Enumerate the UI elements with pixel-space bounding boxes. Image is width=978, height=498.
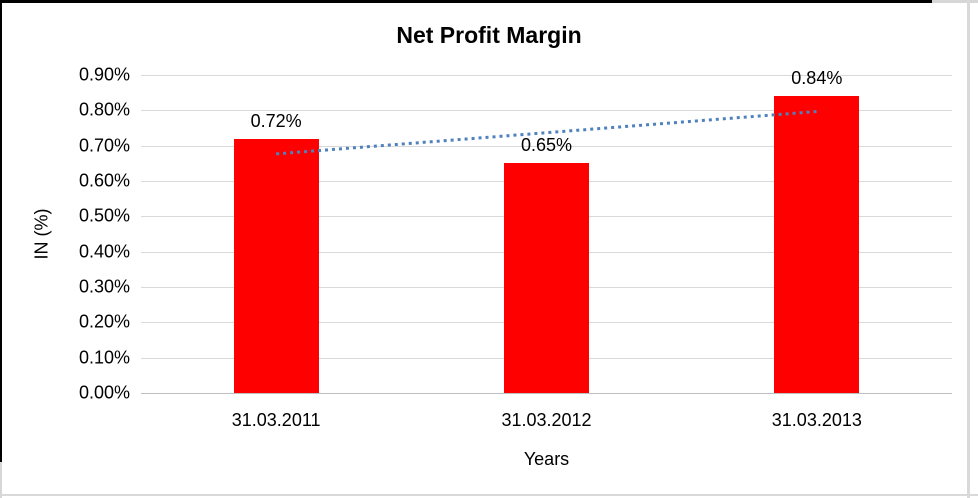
y-tick-label: 0.10% <box>78 347 130 368</box>
y-tick-label: 0.60% <box>78 170 130 191</box>
bar-value-label: 0.84% <box>791 68 843 89</box>
bar-31.03.2013 <box>774 96 860 393</box>
y-tick-label: 0.20% <box>78 311 130 332</box>
x-axis-title: Years <box>523 449 570 469</box>
frame-border-bottom <box>0 494 978 496</box>
y-tick-label: 0.30% <box>78 276 130 297</box>
y-tick-label: 0.80% <box>78 99 130 120</box>
y-tick-label: 0.00% <box>78 382 130 403</box>
x-tick-label: 31.03.2012 <box>501 410 592 430</box>
y-tick-label: 0.40% <box>78 241 130 262</box>
gridline <box>141 75 952 76</box>
frame-border-right <box>967 0 970 498</box>
x-axis-line <box>141 393 952 394</box>
bar-31.03.2012 <box>504 163 589 393</box>
x-tick-label: 31.03.2013 <box>771 410 862 430</box>
y-tick-label: 0.50% <box>78 205 130 226</box>
chart-title: Net Profit Margin <box>396 22 582 48</box>
frame-border-top <box>0 0 978 3</box>
bar-value-label: 0.65% <box>520 135 573 156</box>
bar-value-label: 0.72% <box>250 110 302 131</box>
x-tick-label: 31.03.2011 <box>231 410 321 430</box>
y-tick-label: 0.90% <box>78 64 130 85</box>
frame-border-left <box>0 0 2 498</box>
bar-31.03.2011 <box>233 138 319 393</box>
y-tick-label: 0.70% <box>78 135 130 156</box>
